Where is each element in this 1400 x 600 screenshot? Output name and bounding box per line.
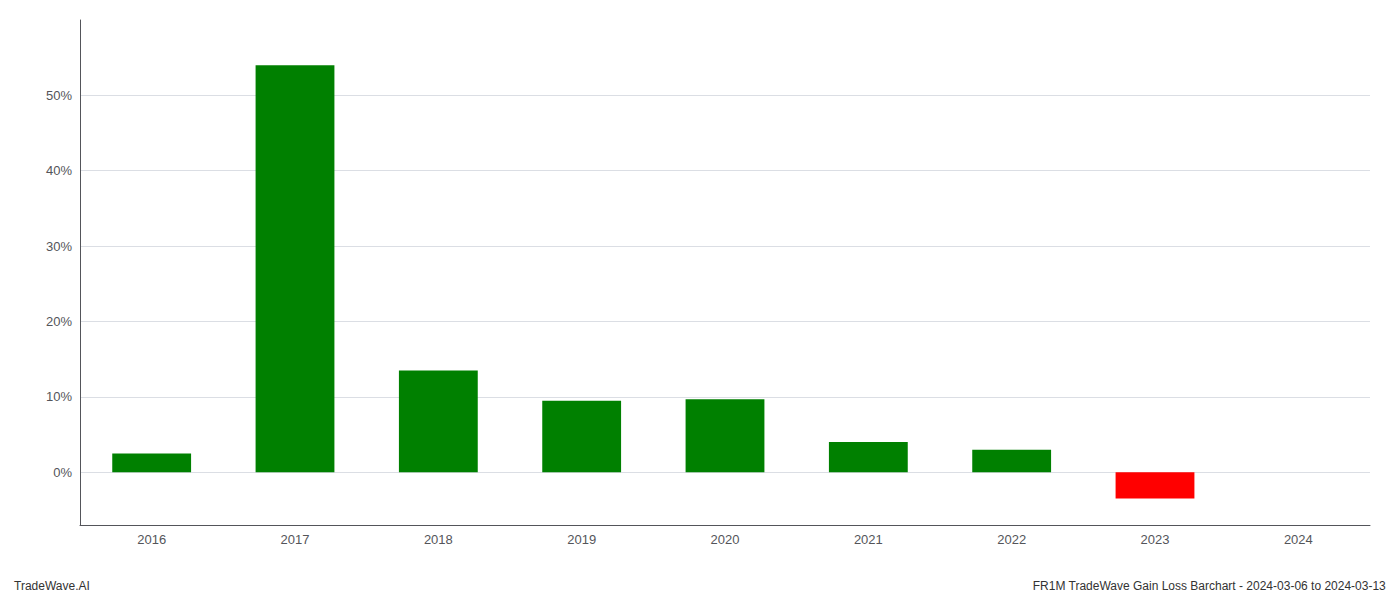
svg-text:TradeWave.AI: TradeWave.AI xyxy=(14,579,90,593)
svg-text:FR1M TradeWave Gain Loss Barch: FR1M TradeWave Gain Loss Barchart - 2024… xyxy=(1033,579,1386,593)
svg-text:2019: 2019 xyxy=(567,532,596,547)
svg-text:30%: 30% xyxy=(46,239,72,254)
svg-text:10%: 10% xyxy=(46,389,72,404)
svg-text:2023: 2023 xyxy=(1141,532,1170,547)
svg-text:2018: 2018 xyxy=(424,532,453,547)
svg-text:2020: 2020 xyxy=(711,532,740,547)
svg-text:20%: 20% xyxy=(46,314,72,329)
svg-text:40%: 40% xyxy=(46,163,72,178)
svg-text:2016: 2016 xyxy=(137,532,166,547)
svg-text:50%: 50% xyxy=(46,88,72,103)
svg-text:0%: 0% xyxy=(53,465,72,480)
svg-text:2024: 2024 xyxy=(1284,532,1313,547)
svg-text:2017: 2017 xyxy=(281,532,310,547)
svg-text:2022: 2022 xyxy=(997,532,1026,547)
svg-text:2021: 2021 xyxy=(854,532,883,547)
